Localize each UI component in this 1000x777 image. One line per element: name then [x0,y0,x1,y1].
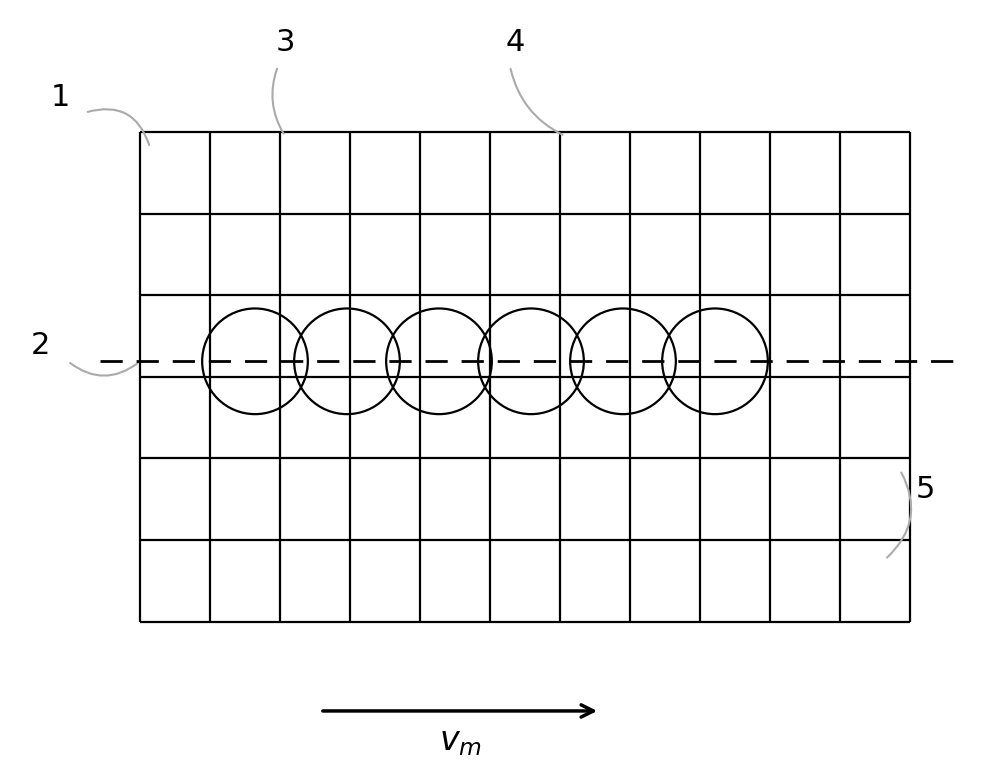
Text: 5: 5 [915,475,935,504]
Text: 3: 3 [275,28,295,57]
Text: 1: 1 [50,82,70,112]
Text: 4: 4 [505,28,525,57]
Text: 2: 2 [30,331,50,361]
Text: $\mathit{v}_m$: $\mathit{v}_m$ [439,725,481,758]
